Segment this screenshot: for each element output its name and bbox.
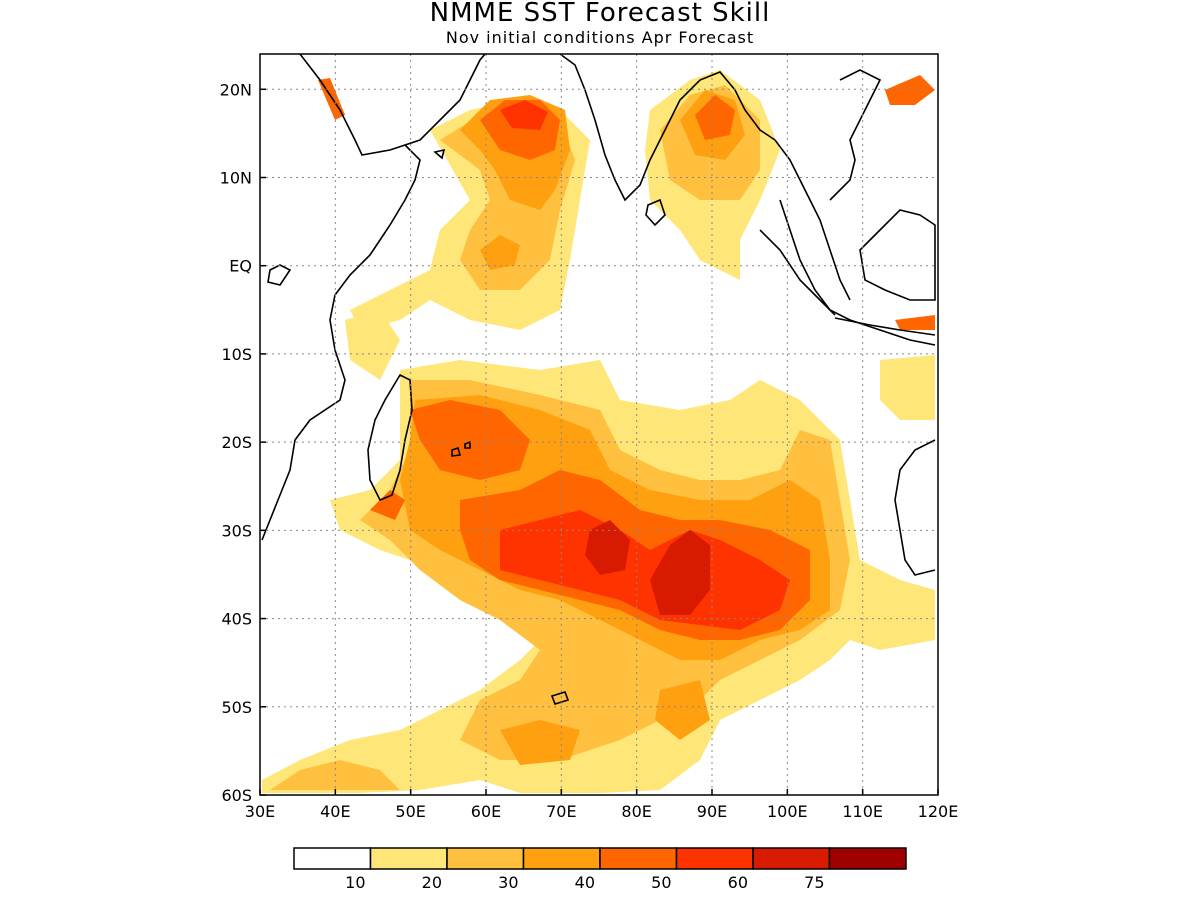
skill-region-somali-coast — [345, 310, 400, 380]
x-tick-label: 110E — [842, 802, 883, 821]
y-tick-label: 20S — [221, 433, 252, 452]
colorbar-swatch — [828, 847, 907, 870]
y-tick-label: 40S — [221, 610, 252, 629]
colorbar-swatch — [369, 847, 448, 870]
skill-region-south-blobs-l3 — [500, 680, 710, 765]
coastline-burma-malaysia — [774, 139, 936, 346]
colorbar-swatch — [522, 847, 601, 870]
skill-region-madagascar-east-l4 — [410, 400, 530, 480]
y-tick-label: 50S — [221, 698, 252, 717]
x-tick-label: 60E — [471, 802, 501, 821]
gridlines — [260, 54, 938, 795]
skill-region-arabian-core-l5 — [500, 100, 548, 130]
skill-region-east-islands — [880, 355, 935, 420]
coastlines — [261, 53, 936, 705]
map-frame — [259, 53, 939, 796]
colorbar-label: 75 — [804, 873, 824, 892]
x-tick-label: 100E — [767, 802, 808, 821]
longitude-axis: 30E 40E 50E 60E 70E 80E 90E 100E 110E 120E — [245, 789, 959, 821]
coastline-borneo-sulawesi — [859, 209, 936, 301]
x-tick-label: 70E — [546, 802, 576, 821]
colorbar: 10 20 30 40 50 60 75 — [293, 847, 907, 892]
coastline-sumatra-java — [759, 229, 936, 336]
y-tick-label: EQ — [229, 257, 252, 276]
colorbar-swatch — [675, 847, 754, 870]
skill-region-east-corner-l4 — [885, 75, 935, 330]
skill-region-south-core-l5 — [500, 510, 790, 630]
x-tick-label: 30E — [245, 802, 275, 821]
latitude-axis: 20N 10N EQ 10S 20S 30S 40S 50S 60S — [220, 80, 266, 805]
map-subtitle: Nov initial conditions Apr Forecast — [445, 28, 755, 47]
y-tick-label: 10N — [220, 169, 252, 188]
colorbar-swatch — [752, 847, 831, 870]
coastline-india — [559, 53, 776, 202]
colorbar-label: 10 — [345, 873, 365, 892]
y-tick-label: 10S — [221, 345, 252, 364]
skill-region-bay-of-bengal-l4 — [695, 95, 735, 140]
colorbar-label: 60 — [728, 873, 748, 892]
skill-region-arabian-sea-blob — [480, 235, 520, 270]
y-tick-label: 30S — [221, 521, 252, 540]
y-tick-label: 60S — [221, 786, 252, 805]
colorbar-label: 30 — [498, 873, 518, 892]
colorbar-label: 50 — [651, 873, 671, 892]
coastline-africa-arabia — [261, 53, 486, 541]
skill-region-south-peak-l6 — [585, 520, 710, 615]
coastline-small-islands — [267, 148, 570, 705]
x-tick-label: 90E — [697, 802, 727, 821]
x-tick-label: 40E — [320, 802, 350, 821]
skill-region-agulhas-l4 — [370, 490, 405, 520]
coastline-sri-lanka — [645, 198, 666, 227]
colorbar-swatch — [446, 847, 525, 870]
map-title: NMME SST Forecast Skill — [429, 0, 771, 28]
y-tick-label: 20N — [220, 80, 252, 99]
coastline-indochina — [829, 69, 882, 201]
colorbar-label: 40 — [575, 873, 595, 892]
colorbar-swatch — [599, 847, 678, 870]
colorbar-label: 20 — [422, 873, 442, 892]
coastline-australia — [894, 439, 936, 576]
x-tick-label: 80E — [621, 802, 651, 821]
coastline-madagascar — [367, 373, 413, 502]
x-tick-label: 50E — [395, 802, 425, 821]
colorbar-swatch — [293, 847, 372, 870]
x-tick-label: 120E — [918, 802, 959, 821]
skill-shading — [262, 70, 935, 793]
